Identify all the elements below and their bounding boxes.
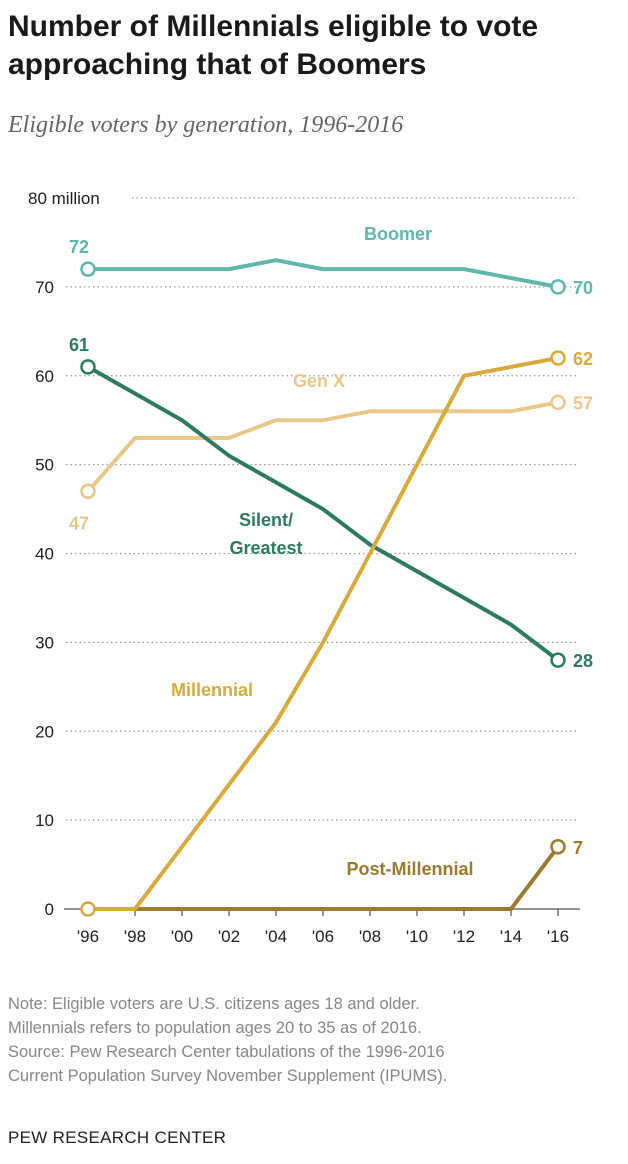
data-label-boomer-end: 70 (573, 278, 593, 298)
x-tick-label-2000: '00 (171, 927, 193, 946)
line-chart: 0 10 20 30 40 50 60 70 80 million '96 '98 '00 '02 '04… (28, 189, 593, 946)
note-line-4: Current Population Survey November Suppl… (8, 1067, 448, 1085)
note-line-3: Source: Pew Research Center tabulations … (8, 1043, 445, 1061)
marker-boomer-1996 (80, 261, 96, 277)
data-label-boomer-start: 72 (69, 237, 89, 257)
marker-boomer-2016 (550, 279, 566, 295)
series-label-silent-line-1: Silent/ (239, 510, 293, 530)
marker-silent-greatest-1996 (80, 359, 96, 375)
x-tick-label-1996: '96 (77, 927, 99, 946)
series-label-gen-x: Gen X (293, 371, 345, 391)
data-label-millennial-end: 62 (573, 349, 593, 369)
series-line-gen-x (86, 400, 560, 494)
x-tick-label-1998: '98 (124, 927, 146, 946)
chart-title: Number of Millennials eligible to vote a… (8, 8, 618, 84)
data-label-silent-start: 61 (69, 335, 89, 355)
title-line-1: Number of Millennials eligible to vote (8, 10, 539, 43)
series-label-boomer: Boomer (364, 224, 432, 244)
data-label-genx-start: 47 (69, 513, 89, 533)
marker-millennial-1996 (80, 901, 96, 917)
series-line-boomer (86, 258, 560, 289)
chart-subtitle: Eligible voters by generation, 1996-2016 (8, 112, 404, 138)
series-line-post-millennial (86, 844, 560, 911)
note-line-1: Note: Eligible voters are U.S. citizens … (8, 995, 420, 1013)
note-line-2: Millennials refers to population ages 20… (8, 1019, 422, 1037)
y-tick-label-50: 50 (35, 456, 54, 475)
marker-gen-x-2016 (550, 394, 566, 411)
x-tick-label-2014: '14 (500, 927, 522, 946)
marker-silent-greatest-2016 (550, 652, 566, 668)
x-tick-label-2016: '16 (547, 927, 569, 946)
y-tick-label-10: 10 (35, 811, 54, 830)
chart-note: Note: Eligible voters are U.S. citizens … (8, 992, 620, 1088)
marker-millennial-2016 (550, 350, 566, 366)
marker-post-millennial-2016 (550, 839, 566, 855)
series-label-millennial: Millennial (171, 680, 253, 700)
data-label-post-millennial-end: 7 (573, 838, 583, 858)
y-tick-label-70: 70 (35, 278, 54, 297)
x-tick-label-2012: '12 (453, 927, 475, 946)
title-line-2: approaching that of Boomers (8, 48, 427, 81)
x-tick-label-2010: '10 (406, 927, 428, 946)
data-label-genx-end: 57 (573, 393, 593, 413)
y-tick-label-30: 30 (35, 633, 54, 652)
y-tick-label-60: 60 (35, 367, 54, 386)
x-tick-label-2004: '04 (265, 927, 287, 946)
series-label-silent-line-2: Greatest (229, 538, 302, 558)
brand-credit: PEW RESEARCH CENTER (8, 1128, 227, 1147)
x-tick-label-2008: '08 (359, 927, 381, 946)
marker-gen-x-1996 (80, 483, 96, 500)
x-tick-label-2006: '06 (312, 927, 334, 946)
y-tick-label-80: 80 million (28, 189, 100, 208)
y-tick-label-40: 40 (35, 545, 54, 564)
data-label-silent-end: 28 (573, 651, 593, 671)
y-tick-label-0: 0 (45, 900, 54, 919)
series-line-millennial (86, 356, 560, 911)
series-line-silent-greatest (86, 364, 560, 663)
series-label-post-millennial: Post-Millennial (346, 859, 473, 879)
x-tick-label-2002: '02 (218, 927, 240, 946)
y-tick-label-20: 20 (35, 722, 54, 741)
